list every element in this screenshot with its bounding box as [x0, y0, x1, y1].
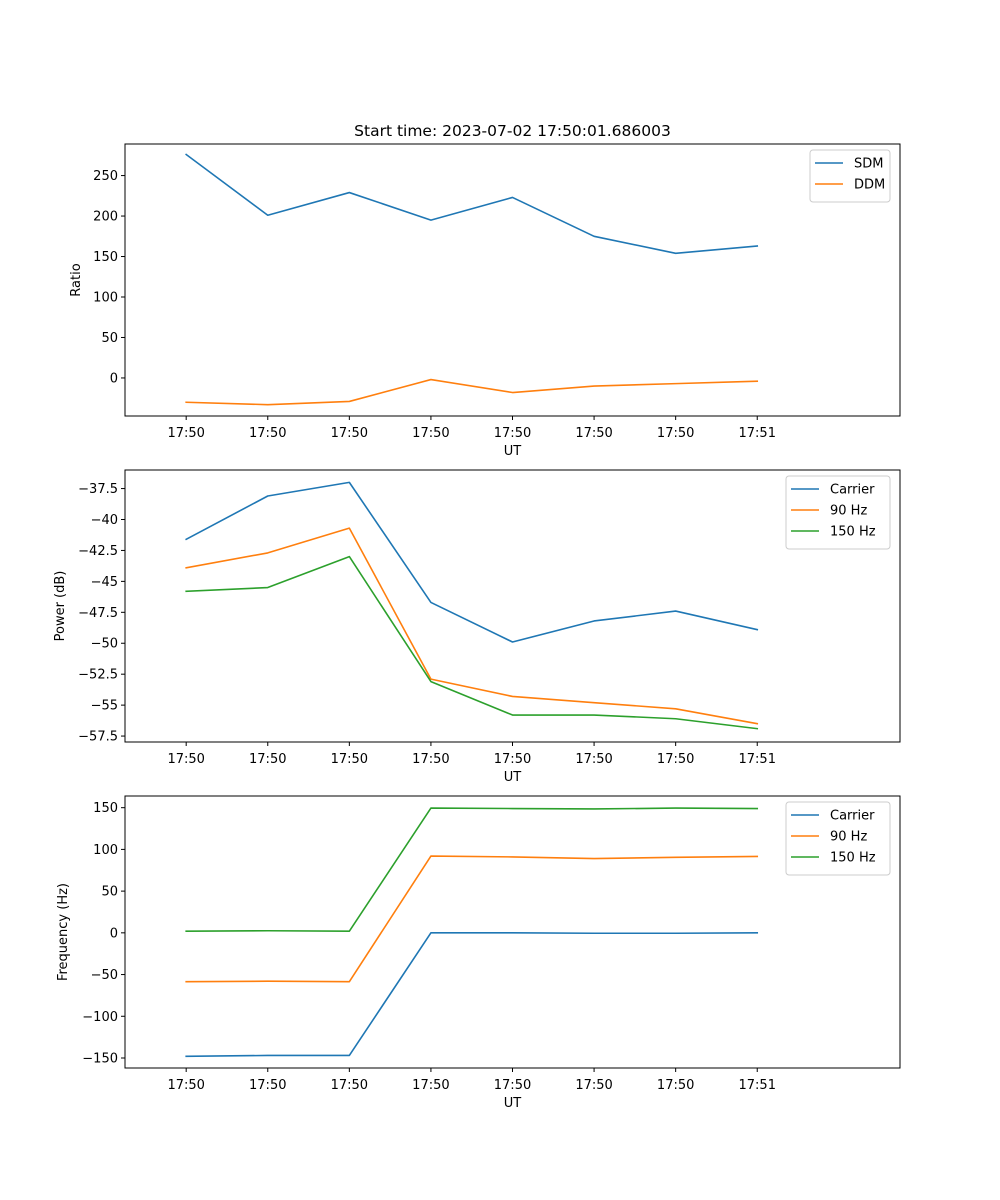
y-tick-label: 150: [93, 801, 118, 816]
series-line-90-hz: [185, 527, 759, 725]
x-tick-label: 17:50: [331, 752, 368, 767]
series-line-150-hz: [185, 807, 759, 932]
y-tick-label: 50: [101, 331, 118, 346]
series-line-carrier: [185, 932, 759, 1058]
y-tick-label: 150: [93, 250, 118, 265]
x-tick-label: 17:50: [657, 426, 694, 441]
x-tick-label: 17:50: [331, 426, 368, 441]
x-axis-label: UT: [504, 444, 522, 459]
y-tick-label: −150: [82, 1051, 118, 1066]
y-tick-label: 100: [93, 843, 118, 858]
x-tick-label: 17:50: [167, 1078, 204, 1093]
series-line-ddm: [185, 378, 759, 406]
chart-title: Start time: 2023-07-02 17:50:01.686003: [354, 122, 671, 140]
y-tick-label: −50: [91, 968, 118, 983]
x-tick-label: 17:50: [575, 426, 612, 441]
panel-1: 0 50 100 150 200 250 17:50 17:50 17:50 17:50 17:50…: [69, 143, 901, 459]
series-line-150-hz: [185, 555, 759, 730]
y-tick-label: −40: [91, 513, 118, 528]
x-tick-label: 17:50: [575, 1078, 612, 1093]
y-tick-label: −45: [91, 575, 118, 590]
legend: SDM DDM: [809, 149, 891, 203]
panel-3: −150 −100 −50 0 50 100 150 17:50 17:50 17:50 17:50…: [56, 795, 901, 1111]
x-tick-label: 17:50: [494, 752, 531, 767]
legend: Carrier 90 Hz 150 Hz: [785, 801, 891, 876]
x-axis-label: UT: [504, 770, 522, 785]
legend-entry: SDM: [854, 157, 883, 172]
panel-2: −57.5 −55 −52.5 −50 −47.5 −45 −42.5 −40 −37.5 17:…: [53, 469, 901, 785]
y-tick-label: −47.5: [78, 606, 118, 621]
x-tick-label: 17:50: [412, 426, 449, 441]
x-tick-label: 17:51: [739, 426, 776, 441]
y-tick-label: −55: [91, 699, 118, 714]
series-line-sdm: [185, 153, 759, 255]
y-tick-label: 50: [101, 885, 118, 900]
legend: Carrier 90 Hz 150 Hz: [785, 475, 891, 550]
x-tick-label: 17:50: [657, 1078, 694, 1093]
x-tick-label: 17:50: [657, 752, 694, 767]
x-tick-label: 17:50: [167, 752, 204, 767]
series-line-carrier: [185, 481, 759, 643]
x-tick-label: 17:50: [249, 1078, 286, 1093]
x-tick-label: 17:50: [412, 752, 449, 767]
x-tick-label: 17:50: [494, 426, 531, 441]
y-tick-label: −52.5: [78, 668, 118, 683]
x-tick-label: 17:50: [494, 1078, 531, 1093]
legend-entry: 150 Hz: [830, 525, 876, 540]
y-tick-label: −42.5: [78, 544, 118, 559]
x-tick-label: 17:50: [249, 426, 286, 441]
series-line-90-hz: [185, 855, 759, 983]
y-tick-label: −37.5: [78, 482, 118, 497]
x-tick-label: 17:50: [331, 1078, 368, 1093]
y-axis-label: Power (dB): [53, 571, 68, 642]
legend-entry: 90 Hz: [830, 504, 867, 519]
y-tick-label: 250: [93, 169, 118, 184]
legend-entry: DDM: [854, 178, 885, 193]
x-axis-label: UT: [504, 1096, 522, 1111]
y-tick-label: 0: [110, 371, 118, 386]
legend-entry: 90 Hz: [830, 830, 867, 845]
x-tick-label: 17:50: [575, 752, 612, 767]
y-tick-label: −50: [91, 637, 118, 652]
y-tick-label: 0: [110, 926, 118, 941]
y-axis-label: Ratio: [69, 263, 84, 296]
y-tick-label: −57.5: [78, 730, 118, 745]
y-tick-label: 200: [93, 210, 118, 225]
x-tick-label: 17:50: [167, 426, 204, 441]
legend-entry: 150 Hz: [830, 851, 876, 866]
x-tick-label: 17:50: [412, 1078, 449, 1093]
y-tick-label: −100: [82, 1010, 118, 1025]
legend-entry: Carrier: [830, 483, 875, 498]
x-tick-label: 17:51: [739, 1078, 776, 1093]
legend-entry: Carrier: [830, 809, 875, 824]
x-tick-label: 17:50: [249, 752, 286, 767]
x-tick-label: 17:51: [739, 752, 776, 767]
y-axis-label: Frequency (Hz): [56, 883, 71, 981]
y-tick-label: 100: [93, 291, 118, 306]
